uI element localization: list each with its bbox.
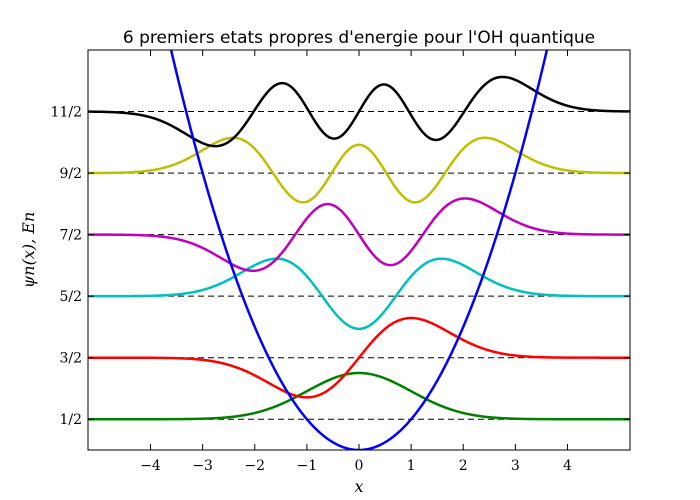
- x-tick-label: −1: [297, 458, 318, 474]
- x-tick-label: 1: [407, 458, 416, 474]
- x-tick-label: 4: [563, 458, 572, 474]
- x-tick-label: 2: [459, 458, 468, 474]
- wavefunction-n2: [88, 257, 630, 331]
- plot-area: −4 −3 −2 −1 0 1 2 3 4 1/2 3/2 5/2 7/2 9/2 11/2: [51, 49, 631, 474]
- wavefunction-n1: [88, 316, 630, 399]
- x-tick-label: 0: [355, 458, 364, 474]
- wavefunction-curves: [88, 75, 630, 421]
- y-axis-ticks: 1/2 3/2 5/2 7/2 9/2 11/2: [51, 105, 630, 428]
- wavefunction-n0: [88, 371, 630, 421]
- y-tick-label: 7/2: [59, 228, 82, 244]
- x-axis-label: x: [354, 477, 363, 496]
- x-tick-label: −2: [244, 458, 265, 474]
- wavefunction-n3: [88, 197, 630, 273]
- y-tick-label: 3/2: [59, 351, 82, 367]
- x-axis-ticks: −4 −3 −2 −1 0 1 2 3 4: [140, 50, 572, 474]
- wavefunction-n5: [88, 75, 630, 148]
- x-tick-label: −4: [140, 458, 161, 474]
- y-tick-label: 1/2: [59, 412, 82, 428]
- y-axis-label: ψn(x), En: [19, 212, 38, 289]
- y-tick-label: 9/2: [59, 166, 82, 182]
- x-tick-label: −3: [192, 458, 213, 474]
- x-tick-label: 3: [511, 458, 520, 474]
- y-tick-label: 11/2: [51, 105, 82, 121]
- y-tick-label: 5/2: [59, 289, 82, 305]
- chart-title: 6 premiers etats propres d'energie pour …: [123, 28, 595, 48]
- wavefunction-n4: [88, 136, 630, 204]
- potential-curve: [169, 50, 549, 450]
